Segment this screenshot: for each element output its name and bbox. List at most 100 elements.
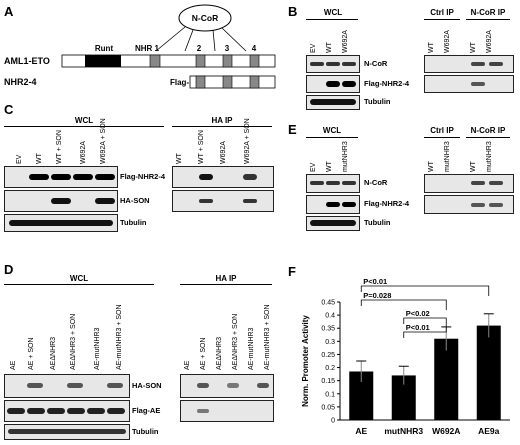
y-tick-label: 0.3: [325, 339, 335, 346]
panel-label-e: E: [288, 122, 297, 137]
p-value-label: P=0.028: [363, 291, 391, 300]
p-value-label: P<0.01: [406, 323, 430, 332]
c-blot-son-ip: [172, 190, 274, 212]
bar: [476, 325, 501, 420]
e-ctrl-header: Ctrl IP: [430, 126, 454, 135]
e-lane: mutNHR3: [486, 141, 493, 172]
nhr4-domain: [249, 54, 260, 68]
b-wcl-underline: [306, 19, 358, 20]
e-ncor-header: N-CoR IP: [470, 126, 506, 135]
b-lane: W692A: [486, 30, 493, 53]
nhr3-domain: [222, 54, 233, 68]
x-tick-label: AE: [355, 426, 367, 436]
c-lane: W692A: [80, 141, 87, 164]
d-lane: AE + SON: [200, 337, 207, 370]
c-lane: W692A + SON: [244, 118, 251, 164]
e-lane: WT: [470, 161, 477, 172]
d-lane: AE: [10, 360, 17, 370]
c-lane: WT + SON: [198, 130, 205, 164]
bar: [434, 338, 459, 420]
e-blot-ncor-wcl: [306, 174, 360, 193]
c-blot-son-wcl: [4, 190, 118, 212]
b-lane: WT: [470, 42, 477, 53]
b-row-label: Tubulin: [364, 97, 391, 106]
e-row-label: Flag-NHR2-4: [364, 199, 410, 208]
e-blot-flag-wcl: [306, 195, 360, 214]
y-tick-label: 0.35: [321, 326, 335, 333]
e-row-label: N-CoR: [364, 178, 388, 187]
runt-label: Runt: [95, 44, 114, 53]
b-ctrl-header: Ctrl IP: [430, 8, 454, 17]
d-lane: AE-mutNHR3 + SON: [116, 304, 123, 370]
e-wcl-header: WCL: [322, 126, 342, 135]
c-row-label: HA-SON: [120, 196, 150, 205]
e-blot-flag-ip: [424, 195, 514, 214]
nhr1-label: NHR 1: [135, 44, 160, 53]
b-lane: W692A: [342, 30, 349, 53]
c-row-label: Flag-NHR2-4: [120, 172, 166, 181]
b-ncor-header: N-CoR IP: [470, 8, 506, 17]
d-blot-flagae-ip: [180, 400, 274, 422]
e-lane: EV: [310, 162, 317, 172]
nhr2-num: 2: [197, 44, 202, 53]
e-ncor-underline: [466, 137, 510, 138]
c-lane: WT: [36, 153, 43, 164]
c-blot-tubulin-wcl: [4, 214, 118, 232]
c-haip-underline: [172, 126, 272, 127]
b-lane: WT: [428, 42, 435, 53]
flag-label: Flag-: [170, 78, 189, 87]
e-wcl-underline: [306, 137, 358, 138]
b-row-label: N-CoR: [364, 59, 388, 68]
d-lane: AE + SON: [28, 337, 35, 370]
b-blot-flag-wcl: [306, 75, 360, 93]
c-row-label: Tubulin: [120, 218, 147, 227]
d-blot-son-ip: [180, 374, 274, 398]
panel-label-d: D: [4, 262, 14, 277]
e-lane: mutNHR3: [342, 141, 349, 172]
b-lane: EV: [310, 43, 317, 53]
d-row-label: Flag-AE: [132, 406, 161, 415]
c-haip-header: HA IP: [211, 116, 233, 125]
c-wcl-underline: [4, 126, 164, 127]
d-lane: AEΔNHR3 + SON: [70, 313, 77, 370]
ncor-label: N-CoR: [192, 13, 218, 23]
d-wcl-underline: [4, 284, 154, 285]
nhr1-domain: [149, 54, 161, 68]
d-lane: AE-mutNHR3: [94, 327, 101, 370]
b-row-label: Flag-NHR2-4: [364, 79, 410, 88]
d-lane: AE-mutNHR3 + SON: [264, 304, 271, 370]
b-lane: W692A: [444, 30, 451, 53]
e-row-label: Tubulin: [364, 218, 391, 227]
e-lane: WT: [428, 161, 435, 172]
y-axis-label: Norm. Promoter Activity: [301, 315, 310, 407]
c-lane: W692A + SON: [100, 118, 107, 164]
nhr3-num: 3: [225, 44, 230, 53]
panel-label-a: A: [4, 4, 14, 19]
d-wcl-header: WCL: [69, 274, 89, 283]
domain-diagram: N-CoR AML1-ETO Runt NHR 1 2 3 4 NHR2-4 F…: [4, 4, 276, 89]
e-lane: WT: [326, 161, 333, 172]
b-blot-ncor-wcl: [306, 55, 360, 73]
c-lane: W692A: [220, 141, 227, 164]
x-tick-label: mutNHR3: [384, 426, 423, 436]
y-tick-label: 0.45: [321, 300, 335, 307]
b-blot-tubulin-wcl: [306, 95, 360, 110]
significance-bracket: [360, 299, 447, 310]
y-tick-label: 0.2: [325, 365, 335, 372]
x-tick-label: AE9a: [478, 426, 500, 436]
b-ctrl-underline: [424, 19, 460, 20]
d-lane: AE-mutNHR3: [248, 327, 255, 370]
d-lane: AEΔNHR3: [216, 336, 223, 370]
significance-bracket: [403, 317, 447, 324]
nhr2-domain: [195, 54, 206, 68]
d-lane: AEΔNHR3 + SON: [232, 313, 239, 370]
d-haip-header: HA IP: [215, 274, 237, 283]
construct1-label: AML1-ETO: [4, 56, 50, 66]
panel-label-c: C: [4, 102, 14, 117]
d-blot-flagae-wcl: [4, 400, 130, 422]
promoter-activity-chart: 0 0.05 0.1 0.15 0.2 0.25 0.3 0.35 0.4 0.45 Norm. P…: [301, 277, 510, 436]
y-tick-label: 0.25: [321, 352, 335, 359]
x-tick-label: W692A: [432, 426, 460, 436]
y-tick-label: 0.1: [325, 391, 335, 398]
y-tick-label: 0.05: [321, 404, 335, 411]
